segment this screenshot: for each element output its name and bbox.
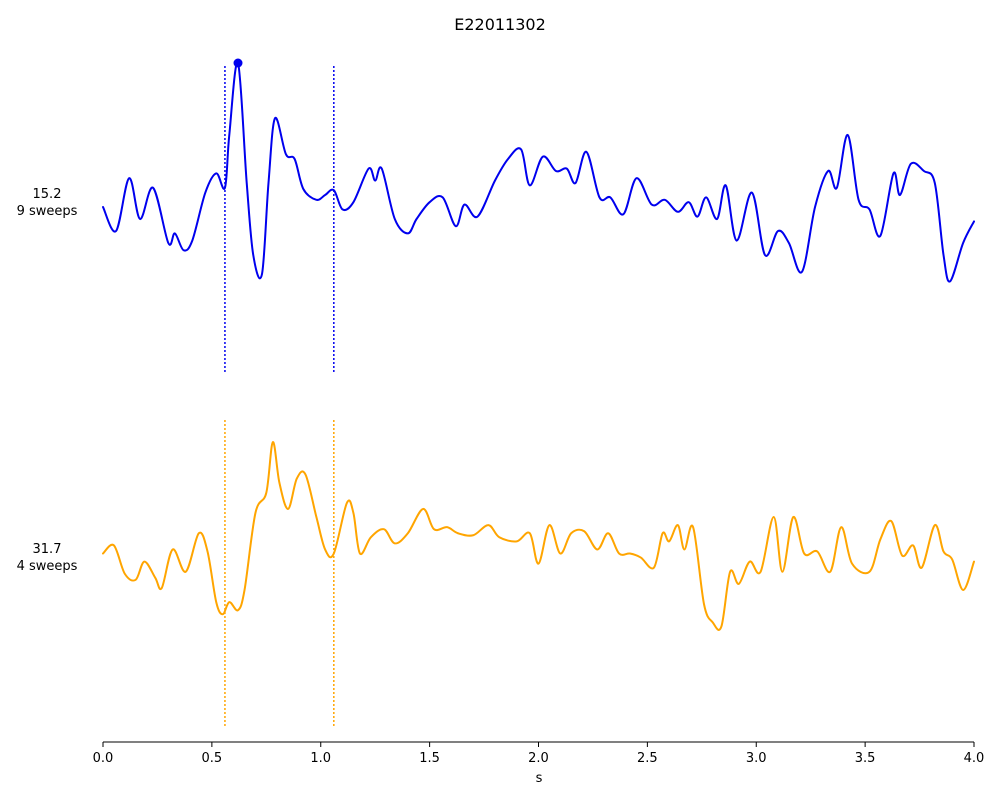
x-tick-label-5: 2.5 [637, 751, 658, 766]
series-1-sweeps-label: 9 sweeps [17, 204, 78, 219]
x-tick-label-1: 0.5 [202, 751, 223, 766]
series-2 [102, 420, 975, 727]
x-tick-label-2: 1.0 [310, 751, 331, 766]
series-1-value-label: 15.2 [33, 187, 62, 202]
series-1 [102, 58, 975, 372]
x-ticks: 0.0 0.5 1.0 1.5 2.0 2.5 3.0 3.5 4.0 [93, 742, 985, 766]
series-1-peak-point [233, 58, 243, 68]
series-2-value-label: 31.7 [33, 542, 62, 557]
x-tick-label-0: 0.0 [93, 751, 114, 766]
x-axis: 0.0 0.5 1.0 1.5 2.0 2.5 3.0 3.5 4.0 s [93, 741, 985, 786]
series-marks [102, 58, 975, 727]
x-tick-label-8: 4.0 [964, 751, 985, 766]
chart-title: E22011302 [454, 15, 546, 34]
x-tick-label-7: 3.5 [855, 751, 876, 766]
series-1-line [102, 61, 975, 283]
row-labels: 15.2 9 sweeps 31.7 4 sweeps [17, 187, 78, 574]
x-axis-label: s [536, 771, 543, 786]
x-tick-label-6: 3.0 [746, 751, 767, 766]
series-2-sweeps-label: 4 sweeps [17, 559, 78, 574]
x-tick-label-3: 1.5 [419, 751, 440, 766]
x-tick-label-4: 2.0 [528, 751, 549, 766]
series-2-line [102, 441, 975, 631]
